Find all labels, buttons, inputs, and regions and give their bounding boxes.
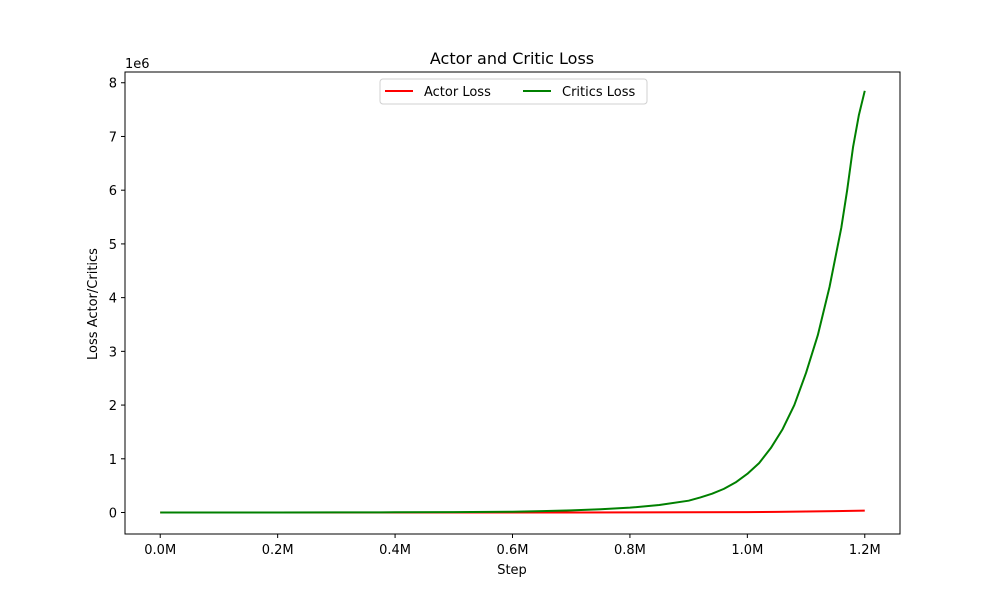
plot-frame	[124, 71, 901, 535]
y-tick-label: 4	[109, 292, 117, 307]
y-tick-label: 2	[109, 399, 117, 414]
series-line-critics-loss	[160, 90, 866, 514]
x-tick-label: 1.2M	[849, 543, 881, 558]
series-layer	[160, 90, 866, 514]
y-tick-label: 1	[109, 453, 117, 468]
x-axis-label: Step	[497, 563, 527, 578]
legend-label-actor-loss: Actor Loss	[424, 85, 491, 100]
y-tick-label: 5	[109, 238, 117, 253]
y-offset-label: 1e6	[125, 57, 150, 72]
y-tick-label: 3	[109, 345, 117, 360]
x-tick-label: 0.2M	[262, 543, 294, 558]
legend-box	[379, 78, 648, 105]
y-axis-label: Loss Actor/Critics	[86, 248, 101, 360]
y-tick-label: 7	[109, 130, 117, 145]
chart-title: Actor and Critic Loss	[430, 49, 594, 68]
y-tick-label: 0	[109, 507, 117, 522]
x-tick-label: 1.0M	[731, 543, 763, 558]
y-ticks: 0 1 2 3 4 5 6 7 8	[109, 77, 125, 522]
legend-label-critics-loss: Critics Loss	[562, 85, 636, 100]
legend: Actor Loss Critics Loss	[379, 78, 648, 105]
x-tick-label: 0.8M	[614, 543, 646, 558]
x-tick-label: 0.0M	[144, 543, 176, 558]
y-tick-label: 6	[109, 184, 117, 199]
x-tick-label: 0.4M	[379, 543, 411, 558]
x-ticks: 0.0M 0.2M 0.4M 0.6M 0.8M 1.0M 1.2M	[144, 534, 881, 558]
y-tick-label: 8	[109, 77, 117, 92]
x-tick-label: 0.6M	[497, 543, 529, 558]
